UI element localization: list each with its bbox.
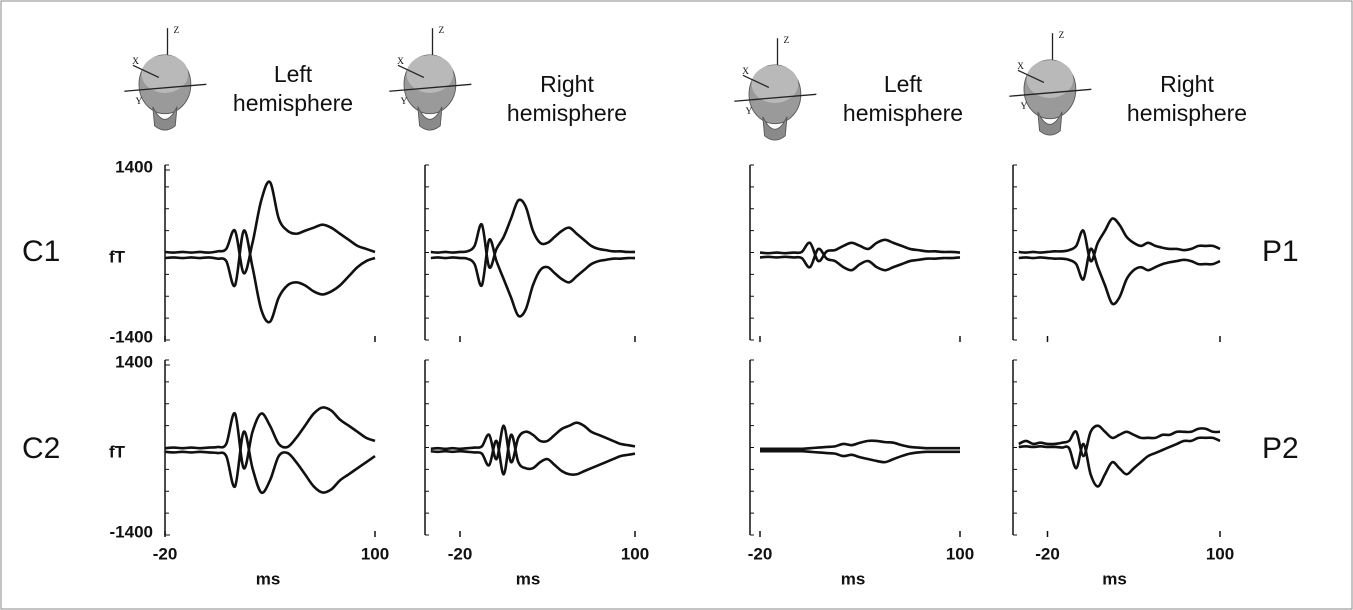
y-tick-label: -1400 [110, 327, 153, 346]
y-axis-label: fT [109, 247, 126, 266]
trace [760, 451, 960, 462]
trace [1019, 218, 1220, 261]
header: Left hemisphere [828, 70, 978, 128]
figure: Z X Y C1C2P1P2-14001400fT-20100-14001400… [0, 0, 1353, 610]
x-tick-label: 100 [946, 544, 974, 563]
trace [165, 230, 375, 322]
head-icon [124, 26, 206, 130]
trace [165, 432, 375, 493]
trace [165, 182, 375, 274]
head-icon [1009, 31, 1091, 135]
header: Left hemisphere [218, 60, 368, 118]
x-axis-label: ms [256, 569, 281, 588]
trace [760, 441, 960, 449]
x-axis-label: ms [1102, 569, 1127, 588]
header: Right hemisphere [1112, 70, 1262, 128]
head-icon [389, 26, 471, 130]
row-label: P2 [1262, 432, 1299, 465]
row-label: C2 [22, 432, 60, 465]
x-tick-label: 100 [621, 544, 649, 563]
y-tick-label: 1400 [115, 352, 153, 371]
x-tick-label: -20 [748, 544, 773, 563]
y-tick-label: 1400 [115, 157, 153, 176]
x-tick-label: -20 [1035, 544, 1060, 563]
x-tick-label: 100 [1206, 544, 1234, 563]
trace [1019, 249, 1220, 304]
header: Right hemisphere [492, 70, 642, 128]
row-label: P1 [1262, 235, 1299, 268]
x-axis-label: ms [841, 569, 866, 588]
trace [431, 435, 635, 475]
head-icon [734, 36, 816, 140]
x-tick-label: -20 [448, 544, 473, 563]
x-tick-label: -20 [153, 544, 178, 563]
y-axis-label: fT [109, 442, 126, 461]
trace [165, 407, 375, 468]
y-tick-label: -1400 [110, 522, 153, 541]
trace [431, 423, 635, 463]
row-label: C1 [22, 235, 60, 268]
x-tick-label: 100 [361, 544, 389, 563]
x-axis-label: ms [516, 569, 541, 588]
